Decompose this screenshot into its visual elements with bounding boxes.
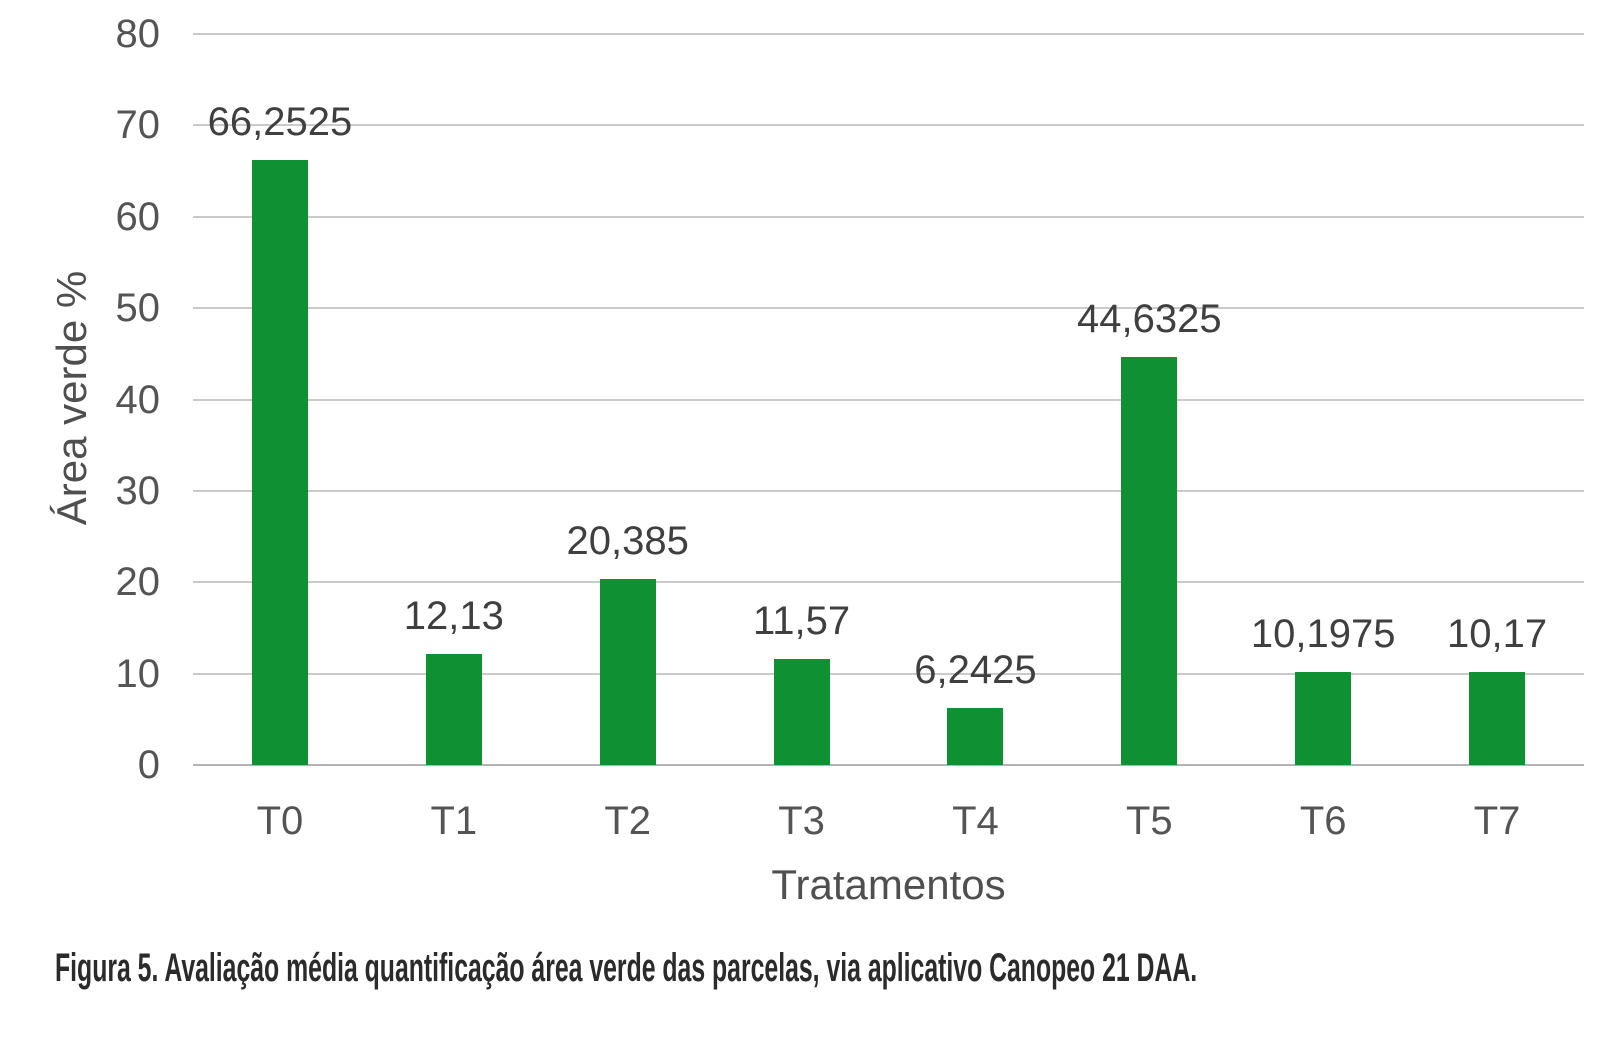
y-tick-label: 40 xyxy=(115,377,161,422)
x-axis-line xyxy=(193,764,1584,766)
bar-value-label: 6,2425 xyxy=(914,647,1037,692)
gridline xyxy=(193,33,1584,35)
x-tick-label: T6 xyxy=(1299,799,1347,843)
figure-caption: Figura 5. Avaliação média quantificação … xyxy=(55,946,1198,990)
y-tick-label: 30 xyxy=(115,468,161,513)
y-tick-label: 60 xyxy=(115,194,161,239)
y-tick-label: 70 xyxy=(115,103,161,148)
gridline xyxy=(193,672,1584,675)
bar-value-label: 66,2525 xyxy=(207,99,353,144)
bar-value-label: 10,1975 xyxy=(1250,611,1396,656)
x-tick-label: T4 xyxy=(952,799,999,843)
gridline xyxy=(193,215,1584,218)
bar xyxy=(773,659,830,765)
gridline xyxy=(193,398,1584,401)
x-tick-label: T5 xyxy=(1125,799,1173,843)
bar xyxy=(251,159,308,765)
bar-value-label: 20,385 xyxy=(566,518,689,563)
x-axis-title: Tratamentos xyxy=(771,861,1006,908)
bar-value-label: 10,17 xyxy=(1447,612,1548,657)
bar xyxy=(947,707,1004,765)
bar xyxy=(1469,672,1526,765)
y-tick-label: 0 xyxy=(137,743,160,787)
y-tick-label: 10 xyxy=(115,651,161,696)
plot-area: 0 10 20 30 40 50 60 70 80 66,2525 T0 12,13 T1 20,385 T… xyxy=(116,14,1584,907)
gridline xyxy=(193,124,1584,127)
y-tick-label: 20 xyxy=(115,560,161,605)
x-tick-label: T2 xyxy=(604,799,652,843)
bar xyxy=(1295,671,1352,765)
bar xyxy=(599,578,656,765)
bar-value-label: 12,13 xyxy=(403,594,504,639)
y-tick-label: 50 xyxy=(115,286,161,331)
y-axis-title: Área verde % xyxy=(48,270,95,526)
gridline xyxy=(193,489,1584,492)
bar-value-label: 44,6325 xyxy=(1077,297,1222,342)
bar xyxy=(1121,357,1178,765)
bar xyxy=(425,654,482,765)
bar-value-label: 11,57 xyxy=(752,599,851,644)
x-tick-label: T7 xyxy=(1473,799,1521,843)
y-tick-label: 80 xyxy=(115,12,161,56)
x-tick-label: T3 xyxy=(778,799,825,843)
x-tick-label: T0 xyxy=(256,799,304,843)
gridline xyxy=(193,307,1584,310)
gridline xyxy=(193,581,1584,584)
x-tick-label: T1 xyxy=(430,799,478,843)
